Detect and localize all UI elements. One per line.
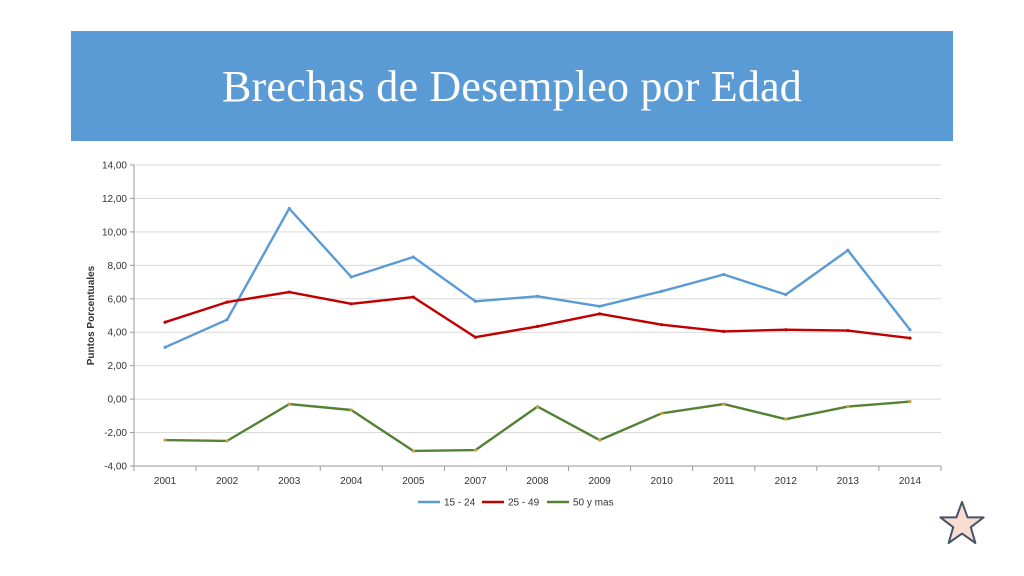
data-point [660,411,664,415]
legend-label: 50 y mas [573,498,614,509]
data-point [908,328,912,332]
x-tick-label: 2007 [464,476,487,487]
y-tick-label: 8,00 [108,261,128,272]
x-tick-label: 2001 [154,476,177,487]
data-point [163,438,167,442]
x-tick-label: 2011 [713,476,735,487]
data-point [411,449,415,453]
y-tick-label: -4,00 [104,462,127,473]
x-tick-label: 2004 [340,476,363,487]
data-point [597,438,602,442]
data-point [287,206,291,211]
data-point [163,320,167,324]
data-point [287,402,291,406]
x-tick-label: 2010 [651,476,674,487]
data-point [535,324,540,328]
data-point [597,304,602,308]
data-point [784,328,788,332]
series-lines [163,206,912,453]
data-point [225,439,229,443]
series-line-3 [164,400,911,453]
y-tick-label: 4,00 [108,328,128,339]
grid-lines [134,164,941,467]
data-point [908,400,912,404]
data-point [846,248,850,252]
page-title: Brechas de Desempleo por Edad [221,61,803,111]
y-tick-label: 12,00 [102,194,127,205]
data-point [349,275,353,279]
data-point [535,405,540,409]
axes: -4,00 -2,00 0,00 2,00 4,00 6,00 8,00 10,00 12,00… [86,161,942,487]
data-point [473,335,478,339]
data-point [473,299,478,303]
legend: 15 - 24 25 - 49 50 y mas [418,498,614,509]
data-point [225,300,229,304]
data-point [660,289,664,293]
x-tick-label: 2009 [588,476,611,487]
y-tick-label: 6,00 [108,294,128,305]
y-tick-label: 14,00 [102,161,127,172]
data-point [225,318,229,322]
legend-label: 15 - 24 [444,498,476,509]
x-tick-label: 2008 [526,476,549,487]
y-tick-label: 2,00 [108,361,128,372]
data-point [722,402,726,406]
legend-label: 25 - 49 [508,498,540,509]
data-point [722,329,726,333]
data-point [597,312,602,316]
x-tick-label: 2012 [775,476,798,487]
y-tick-label: 0,00 [108,395,128,406]
title-banner: Brechas de Desempleo por Edad [71,31,953,141]
data-point [846,328,850,333]
data-point [349,302,353,306]
data-point [287,290,291,294]
y-tick-label: 10,00 [102,227,127,238]
y-tick-label: -2,00 [104,428,127,439]
x-tick-label: 2014 [899,476,922,487]
star-icon [939,501,985,544]
data-point [784,417,788,421]
data-point [349,408,353,412]
data-point [535,294,540,298]
data-point [908,336,912,340]
data-point [784,292,788,297]
data-point [411,295,415,299]
data-point [411,255,415,259]
x-tick-label: 2003 [278,476,301,487]
data-point [660,323,664,327]
data-point [163,345,167,349]
y-axis-title: Puntos Porcentuales [86,265,97,365]
data-point [722,272,726,277]
data-point [473,448,478,452]
x-tick-label: 2005 [402,476,425,487]
x-tick-label: 2002 [216,476,239,487]
x-tick-label: 2013 [837,476,860,487]
data-point [846,405,850,409]
